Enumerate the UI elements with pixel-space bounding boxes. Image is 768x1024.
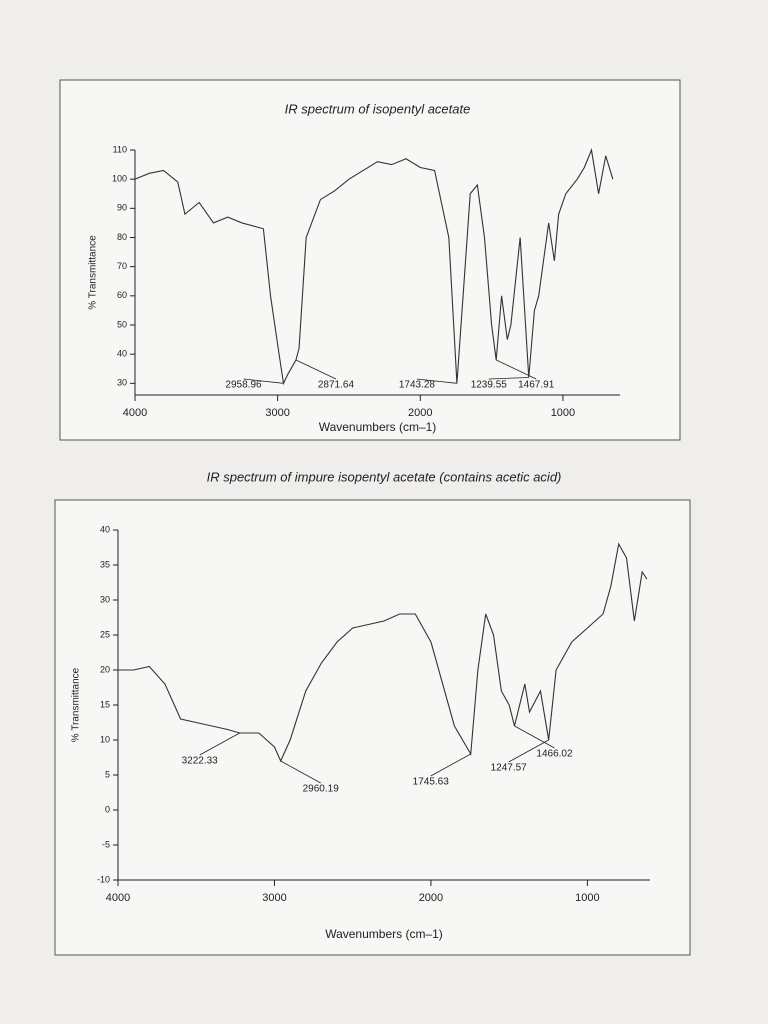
annotation-leader	[416, 378, 457, 384]
y-tick-label: 5	[105, 769, 110, 779]
annotation-label: 2958.96	[225, 380, 262, 391]
annotation-label: 2871.64	[318, 380, 355, 391]
y-tick-label: 40	[117, 349, 127, 359]
annotation-leader	[280, 760, 321, 784]
annotation-leader	[514, 725, 555, 749]
y-tick-label: -5	[102, 839, 110, 849]
y-tick-label: 100	[112, 174, 127, 184]
annotation-label: 1247.57	[491, 763, 528, 774]
annotation-leader	[488, 377, 529, 380]
annotation-label: 1745.63	[413, 777, 450, 788]
annotation-label: 3222.33	[182, 756, 219, 767]
frame	[59, 79, 681, 441]
y-tick-label: 35	[100, 559, 110, 569]
y-tick-label: 30	[100, 594, 110, 604]
annotation-leader	[508, 739, 549, 763]
x-tick-label: 3000	[262, 892, 286, 904]
frame	[54, 499, 691, 956]
y-tick-label: -10	[97, 874, 110, 884]
x-tick-label: 2000	[408, 407, 432, 419]
annotation-leader	[295, 359, 337, 380]
y-tick-label: 70	[117, 261, 127, 271]
annotation-leader	[199, 732, 240, 756]
y-tick-label: 30	[117, 378, 127, 388]
spectrum-line	[118, 542, 648, 763]
y-tick-label: 90	[117, 203, 127, 213]
annotation-leader	[243, 378, 284, 384]
chart-title: IR spectrum of isopentyl acetate	[285, 101, 471, 116]
x-tick-label: 1000	[551, 407, 575, 419]
annotation-leader	[430, 753, 471, 777]
y-tick-label: 110	[113, 144, 127, 154]
y-axis-label: % Transmittance	[71, 667, 82, 742]
x-tick-label: 2000	[419, 892, 443, 904]
annotation-label: 1466.02	[536, 749, 573, 760]
y-tick-label: 25	[100, 629, 110, 639]
x-axis-label: Wavenumbers (cm–1)	[325, 927, 443, 941]
y-axis-label: % Transmittance	[88, 235, 99, 310]
chart-title: IR spectrum of impure isopentyl acetate …	[207, 469, 562, 484]
y-tick-label: 15	[100, 699, 110, 709]
y-tick-label: 80	[117, 232, 127, 242]
y-tick-label: 50	[117, 319, 127, 329]
x-tick-label: 4000	[106, 892, 130, 904]
x-axis-label: Wavenumbers (cm–1)	[319, 420, 437, 434]
y-tick-label: 60	[117, 290, 127, 300]
x-tick-label: 3000	[265, 407, 289, 419]
annotation-label: 1239.55	[471, 380, 508, 391]
annotation-label: 1467.91	[518, 380, 555, 391]
y-tick-label: 0	[105, 804, 110, 814]
y-tick-label: 40	[100, 524, 110, 534]
y-tick-label: 10	[100, 734, 110, 744]
annotation-leader	[496, 359, 537, 380]
spectrum-line	[134, 147, 614, 386]
annotation-label: 2960.19	[303, 784, 340, 795]
annotation-label: 1743.28	[399, 380, 436, 391]
x-tick-label: 1000	[575, 892, 599, 904]
x-tick-label: 4000	[123, 407, 147, 419]
y-tick-label: 20	[100, 664, 110, 674]
